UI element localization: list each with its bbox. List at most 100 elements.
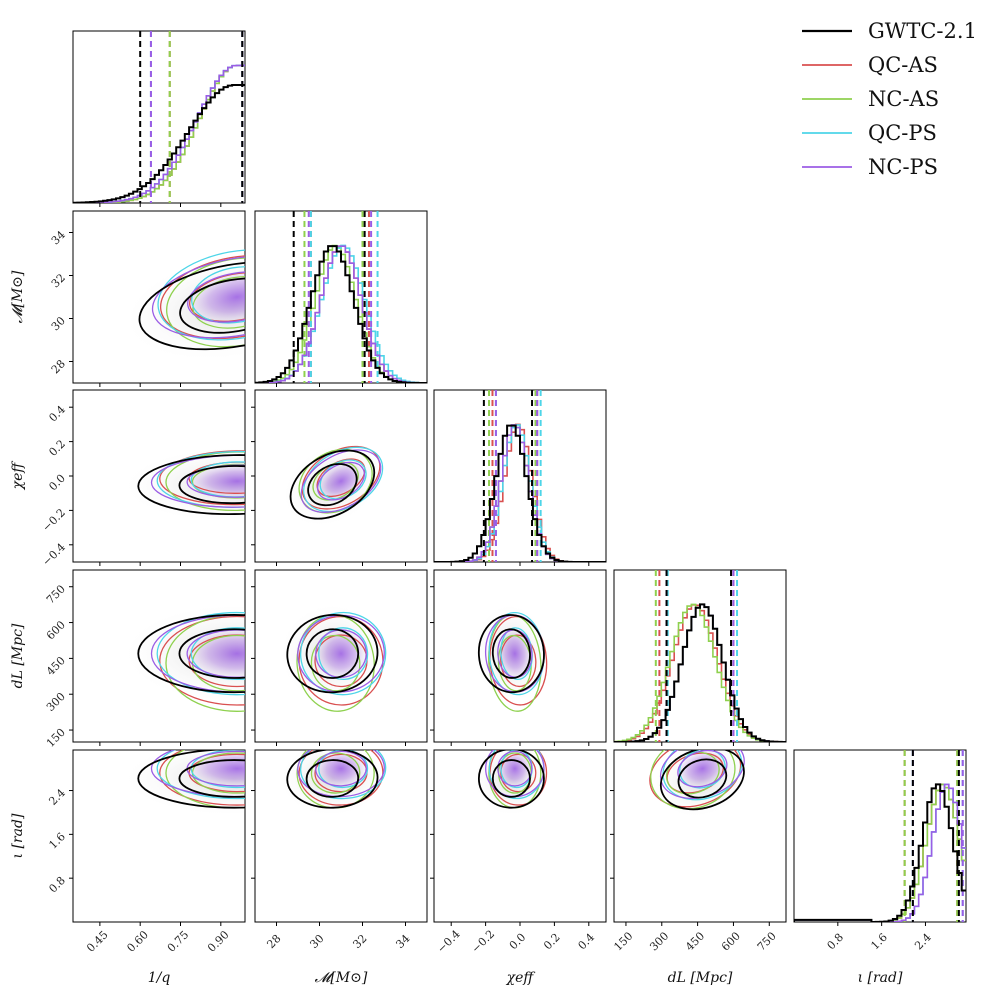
y-axis-label-mc: 𝓜[M⊙] xyxy=(10,270,26,323)
contour-mc-q-QC-AS xyxy=(189,272,245,322)
x-tick-label: 34 xyxy=(393,932,412,951)
panel-frame xyxy=(254,210,428,384)
y-axis-label-iota: ι [rad] xyxy=(10,813,26,858)
contour-iota-q-QC-AS xyxy=(159,750,245,806)
contour-dl-q-QC-PS xyxy=(156,611,245,696)
contour-iota-mc-NC-PS xyxy=(315,750,367,787)
contour-iota-mc-NC-PS xyxy=(297,750,385,798)
contour-iota-chi-GWTC-2.1 xyxy=(491,759,531,798)
y-tick-label: 28 xyxy=(49,357,68,376)
legend: GWTC-2.1 QC-AS NC-AS QC-PS NC-PS xyxy=(802,19,977,179)
contour-mc-q-GWTC-2.1 xyxy=(138,261,245,351)
contour-iota-dl-QC-PS xyxy=(662,750,743,801)
panel-iota-iota xyxy=(793,749,967,926)
panel-frame xyxy=(793,749,967,923)
contour-iota-mc-NC-AS xyxy=(310,752,361,794)
contour-iota-q-GWTC-2.1 xyxy=(178,759,245,798)
contour-iota-dl-GWTC-2.1 xyxy=(659,750,745,811)
contour-iota-chi-NC-PS xyxy=(497,750,533,787)
x-axis-label-iota: ι [rad] xyxy=(858,970,903,986)
panel-dl-q xyxy=(69,569,246,746)
contour-dl-mc-GWTC-2.1 xyxy=(286,613,379,694)
x-axis-label-mc: 𝓜[M⊙] xyxy=(315,970,368,986)
contour-chi-mc-GWTC-2.1 xyxy=(307,463,358,507)
density-shade-ncps xyxy=(184,627,245,681)
contour-dl-mc-QC-PS xyxy=(318,627,369,681)
panel-dl-dl xyxy=(613,569,787,746)
contour-iota-dl-GWTC-2.1 xyxy=(677,758,728,799)
y-tick-label: 32 xyxy=(49,271,68,290)
contour-dl-mc-NC-AS xyxy=(310,634,361,692)
contour-iota-mc-QC-AS xyxy=(298,750,384,806)
hist-q-GWTC-2.1 xyxy=(73,84,245,203)
contour-mc-q-QC-PS xyxy=(157,249,245,341)
x-tick-label: 32 xyxy=(350,932,369,951)
x-tick-label: 0.60 xyxy=(124,928,151,955)
x-tick-label: 1.6 xyxy=(868,931,890,953)
panel-chi-q xyxy=(69,389,246,566)
contour-chi-q-GWTC-2.1 xyxy=(137,454,245,516)
contour-dl-q-NC-AS xyxy=(191,634,245,692)
y-tick-label: 150 xyxy=(44,726,68,750)
contour-dl-mc-QC-PS xyxy=(299,611,387,696)
legend-item: NC-AS xyxy=(802,87,939,111)
x-tick-label: −0.2 xyxy=(469,927,497,955)
contour-chi-q-GWTC-2.1 xyxy=(178,465,245,505)
y-tick-label: 450 xyxy=(44,654,68,678)
contour-chi-mc-GWTC-2.1 xyxy=(289,449,376,520)
y-tick-label: 34 xyxy=(49,228,68,247)
x-tick-label: 30 xyxy=(307,932,326,951)
contour-iota-chi-GWTC-2.1 xyxy=(477,750,545,809)
contour-dl-q-QC-PS xyxy=(190,627,245,681)
x-tick-label: 300 xyxy=(647,930,671,954)
y-tick-label: 30 xyxy=(49,314,68,333)
contour-mc-q-NC-AS xyxy=(192,276,245,329)
panel-iota-dl xyxy=(610,749,787,926)
hist-mc-GWTC-2.1 xyxy=(255,245,427,383)
y-tick-label: 0.8 xyxy=(46,874,68,896)
contour-mc-q-QC-PS xyxy=(191,266,245,324)
x-tick-label: 750 xyxy=(755,930,779,954)
y-tick-label: 0.0 xyxy=(46,472,68,494)
y-tick-label: 2.4 xyxy=(46,786,68,808)
hist-dl-GWTC-2.1 xyxy=(614,603,786,742)
legend-label: QC-PS xyxy=(868,121,937,145)
legend-label: NC-PS xyxy=(868,155,938,179)
y-tick-label: 0.4 xyxy=(46,403,68,425)
y-tick-label: 0.2 xyxy=(46,437,68,459)
x-axis-label-chi: χeff xyxy=(506,970,536,986)
contour-chi-q-NC-AS xyxy=(191,463,245,499)
contour-iota-dl-NC-AS xyxy=(650,750,736,810)
x-tick-label: 450 xyxy=(683,930,707,954)
x-tick-label: 0.8 xyxy=(825,931,847,953)
panel-iota-mc xyxy=(251,749,428,926)
legend-label: GWTC-2.1 xyxy=(868,19,977,43)
legend-item: QC-PS xyxy=(802,121,937,145)
x-tick-label: 0.0 xyxy=(507,931,529,953)
panel-mc-mc xyxy=(254,210,428,387)
y-axis-label-dl: dL [Mpc] xyxy=(10,623,26,688)
y-tick-label: 750 xyxy=(44,582,68,606)
contour-iota-q-GWTC-2.1 xyxy=(137,750,245,809)
panel-dl-mc xyxy=(251,569,428,746)
contour-dl-chi-QC-AS xyxy=(500,634,537,688)
x-tick-label: 0.75 xyxy=(165,928,192,955)
y-tick-label: 600 xyxy=(44,618,68,642)
y-tick-label: 300 xyxy=(44,690,68,714)
contour-dl-chi-GWTC-2.1 xyxy=(477,614,545,694)
contour-iota-q-QC-PS xyxy=(190,750,245,789)
x-tick-label: −0.4 xyxy=(435,927,463,955)
contour-dl-q-GWTC-2.1 xyxy=(137,614,245,694)
panel-iota-q xyxy=(69,749,246,926)
contour-iota-mc-QC-PS xyxy=(299,750,387,800)
contour-chi-q-QC-AS xyxy=(159,450,245,506)
y-tick-label: −0.2 xyxy=(40,506,68,534)
contour-dl-q-QC-AS xyxy=(159,615,245,706)
panel-chi-mc xyxy=(251,389,428,566)
contour-iota-mc-QC-PS xyxy=(318,750,369,789)
legend-label: QC-AS xyxy=(868,53,938,77)
contour-dl-chi-GWTC-2.1 xyxy=(491,628,531,679)
panel-q-q xyxy=(72,30,246,207)
x-axis-label-dl: dL [Mpc] xyxy=(668,970,733,986)
